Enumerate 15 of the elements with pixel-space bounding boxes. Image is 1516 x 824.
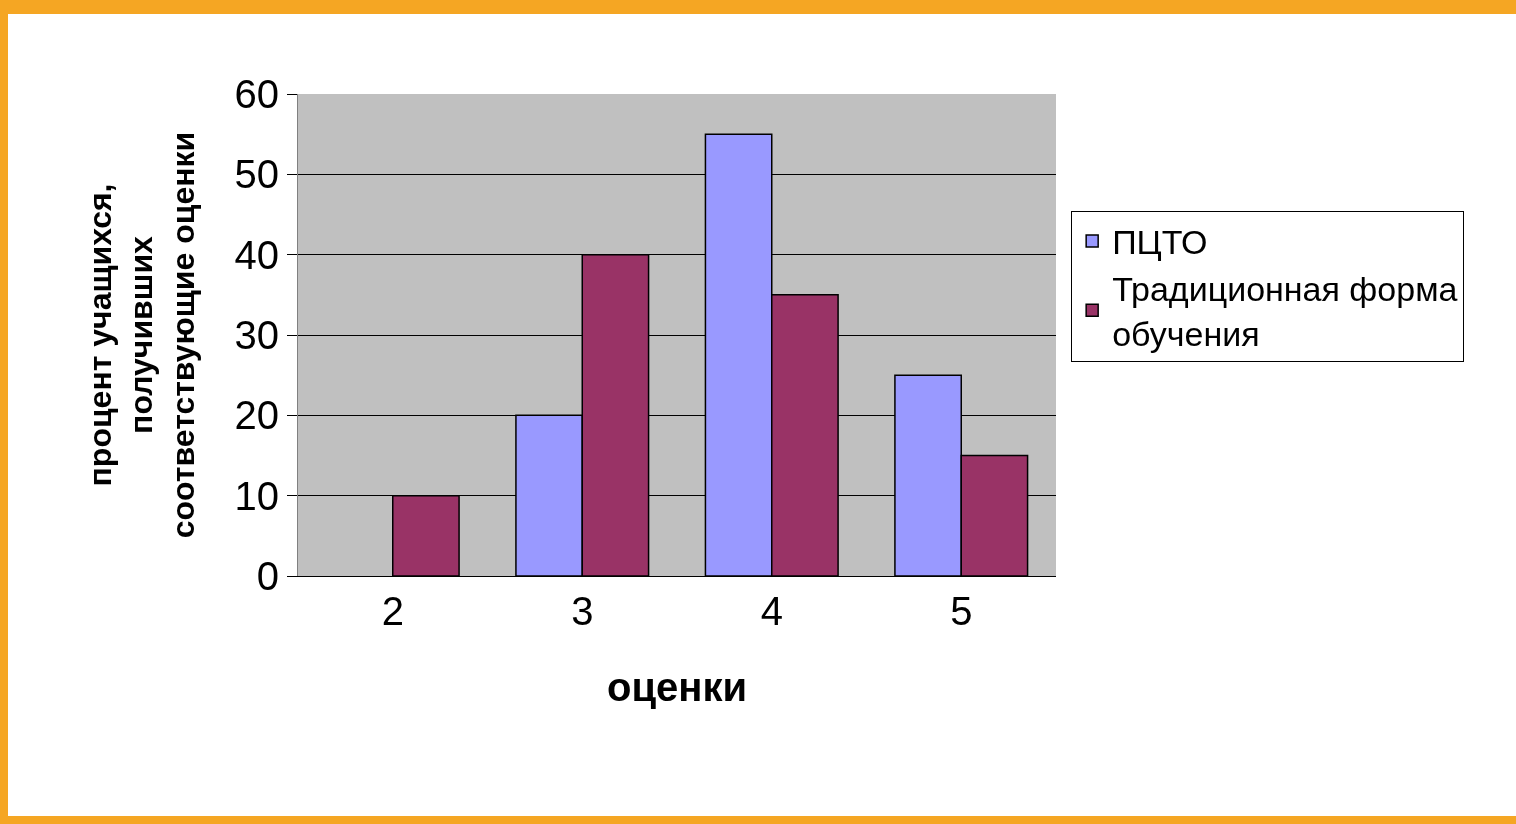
y-tick-label: 50 [234, 152, 279, 197]
x-axis-title: оценки [606, 664, 748, 709]
legend-label: Традиционная форма обучения [1112, 270, 1458, 353]
y-tick-label: 20 [234, 393, 279, 438]
y-tick-label: 40 [234, 232, 279, 277]
legend-label: ПЦТО [1112, 223, 1208, 262]
y-tick-label: 30 [234, 313, 279, 357]
y-tick-label: 10 [234, 473, 279, 518]
x-tick-label: 2 [381, 589, 404, 633]
x-tick-label: 4 [760, 589, 783, 633]
y-axis-title: процент учащихся, получивших соответствующие оценки [81, 131, 201, 539]
x-tick-label: 3 [571, 589, 594, 633]
y-tick-label: 60 [234, 72, 279, 116]
x-tick-label: 5 [950, 589, 973, 633]
y-tick-label: 0 [256, 554, 279, 598]
